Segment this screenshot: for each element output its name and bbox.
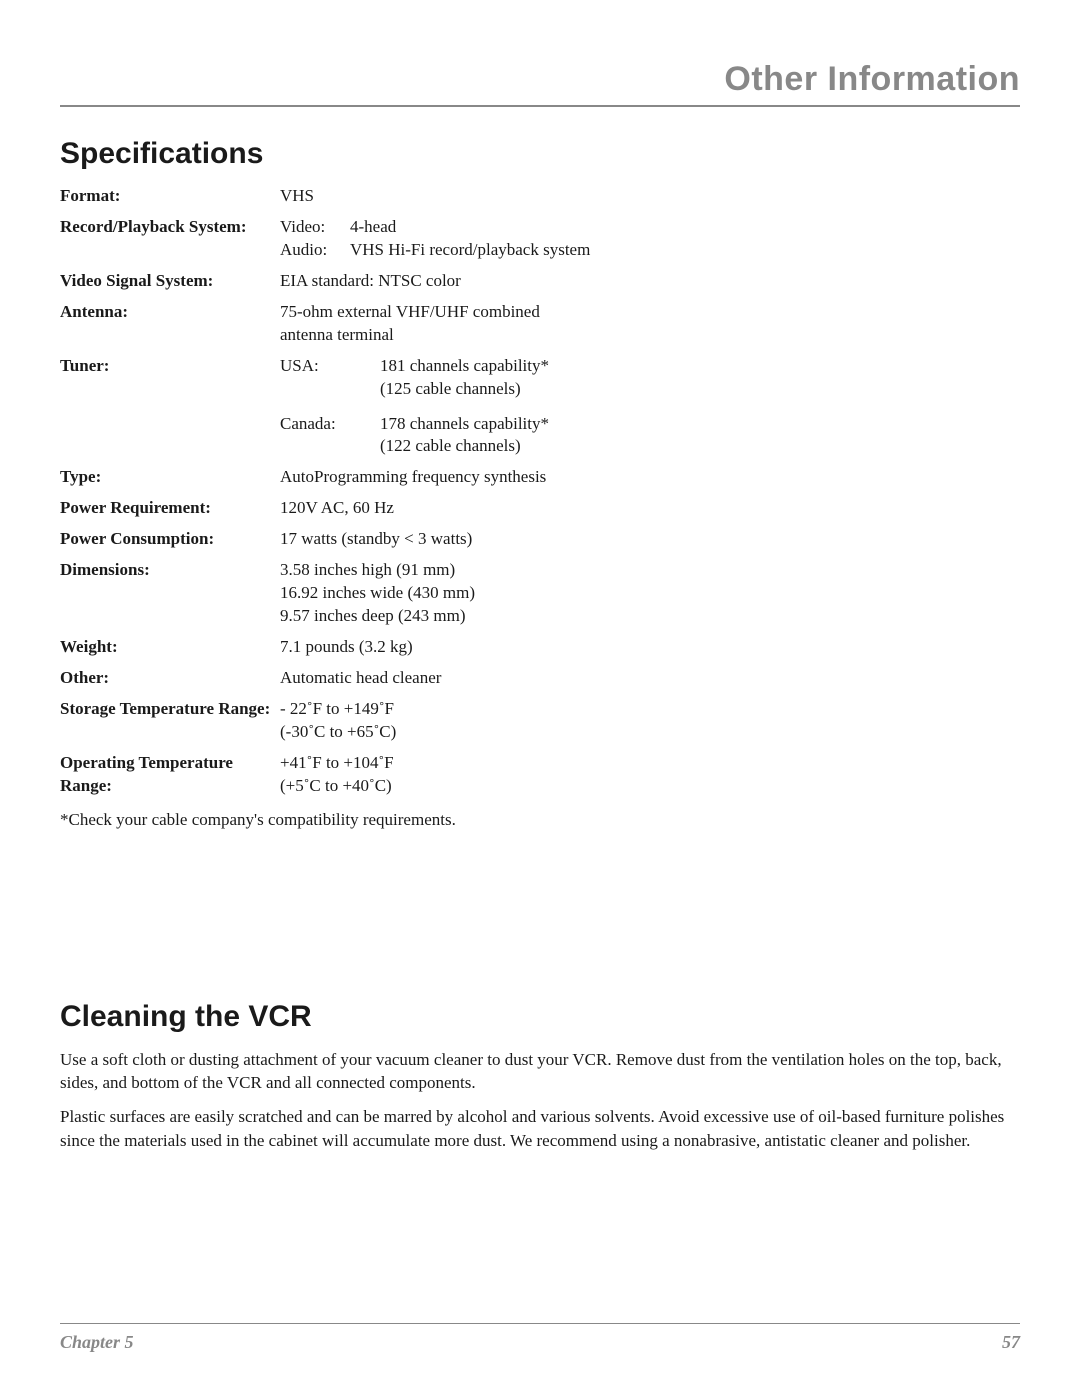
spec-footnote: *Check your cable company's compatibilit… — [60, 810, 1020, 830]
spec-value-line: 9.57 inches deep (243 mm) — [280, 605, 1020, 628]
spec-value: 75-ohm external VHF/UHF combined antenna… — [280, 301, 1020, 347]
spec-subkey: Audio: — [280, 239, 350, 262]
spec-value-line: +41˚F to +104˚F — [280, 752, 1020, 775]
spec-subvalue: 4-head — [350, 216, 396, 239]
spec-table: Format: VHS Record/Playback System: Vide… — [60, 185, 1020, 798]
spec-label: Tuner: — [60, 355, 280, 378]
spec-value: Video: 4-head Audio: VHS Hi-Fi record/pl… — [280, 216, 1020, 262]
spec-label: Operating Temperature Range: — [60, 752, 280, 798]
spec-row-other: Other: Automatic head cleaner — [60, 667, 1020, 690]
cleaning-paragraph: Plastic surfaces are easily scratched an… — [60, 1105, 1020, 1153]
cleaning-paragraph: Use a soft cloth or dusting attachment o… — [60, 1048, 1020, 1096]
spec-value-line: (-30˚C to +65˚C) — [280, 721, 1020, 744]
spec-label: Antenna: — [60, 301, 280, 324]
spec-row-type: Type: AutoProgramming frequency synthesi… — [60, 466, 1020, 489]
spec-label: Dimensions: — [60, 559, 280, 582]
footer-chapter: Chapter 5 — [60, 1332, 134, 1353]
spec-value: +41˚F to +104˚F (+5˚C to +40˚C) — [280, 752, 1020, 798]
spec-row-weight: Weight: 7.1 pounds (3.2 kg) — [60, 636, 1020, 659]
spec-label: Storage Temperature Range: — [60, 698, 280, 721]
spec-subkey: Video: — [280, 216, 350, 239]
spec-row-record-playback: Record/Playback System: Video: 4-head Au… — [60, 216, 1020, 262]
spec-row-tuner: Tuner: USA: 181 channels capability* (12… — [60, 355, 1020, 459]
spec-label: Record/Playback System: — [60, 216, 280, 239]
spec-label: Other: — [60, 667, 280, 690]
spec-value: - 22˚F to +149˚F (-30˚C to +65˚C) — [280, 698, 1020, 744]
spec-value: EIA standard: NTSC color — [280, 270, 1020, 293]
spec-value-line: (+5˚C to +40˚C) — [280, 775, 1020, 798]
specifications-section: Specifications Format: VHS Record/Playba… — [60, 137, 1020, 830]
spec-label: Format: — [60, 185, 280, 208]
spec-row-format: Format: VHS — [60, 185, 1020, 208]
spec-value-line: 16.92 inches wide (430 mm) — [280, 582, 1020, 605]
spec-value-line: 3.58 inches high (91 mm) — [280, 559, 1020, 582]
spec-value: 120V AC, 60 Hz — [280, 497, 1020, 520]
spec-row-antenna: Antenna: 75-ohm external VHF/UHF combine… — [60, 301, 1020, 347]
spec-label: Power Consumption: — [60, 528, 280, 551]
spec-row-power-con: Power Consumption: 17 watts (standby < 3… — [60, 528, 1020, 551]
spec-value-line: (125 cable channels) — [380, 378, 549, 401]
page-header-title: Other Information — [60, 60, 1020, 107]
spec-row-video-signal: Video Signal System: EIA standard: NTSC … — [60, 270, 1020, 293]
spec-value-line: - 22˚F to +149˚F — [280, 698, 1020, 721]
section-gap — [60, 830, 1020, 1000]
spec-value: AutoProgramming frequency synthesis — [280, 466, 1020, 489]
spec-subvalue: VHS Hi-Fi record/playback system — [350, 239, 590, 262]
spec-label: Type: — [60, 466, 280, 489]
spec-value-line: 178 channels capability* — [380, 413, 549, 436]
spec-label: Video Signal System: — [60, 270, 280, 293]
footer-page-number: 57 — [1002, 1332, 1020, 1353]
spec-label: Power Requirement: — [60, 497, 280, 520]
spec-value: VHS — [280, 185, 1020, 208]
spec-value-line: antenna terminal — [280, 324, 1020, 347]
specifications-heading: Specifications — [60, 137, 1020, 171]
spec-value-line: 75-ohm external VHF/UHF combined — [280, 301, 1020, 324]
spec-value: 7.1 pounds (3.2 kg) — [280, 636, 1020, 659]
spec-row-storage-temp: Storage Temperature Range: - 22˚F to +14… — [60, 698, 1020, 744]
spec-value: USA: 181 channels capability* (125 cable… — [280, 355, 1020, 459]
spec-row-dimensions: Dimensions: 3.58 inches high (91 mm) 16.… — [60, 559, 1020, 628]
cleaning-heading: Cleaning the VCR — [60, 1000, 1020, 1034]
spec-value-line: 181 channels capability* — [380, 355, 549, 378]
spec-subkey: Canada: — [280, 413, 380, 459]
spec-value: 17 watts (standby < 3 watts) — [280, 528, 1020, 551]
spec-row-power-req: Power Requirement: 120V AC, 60 Hz — [60, 497, 1020, 520]
page-footer: Chapter 5 57 — [60, 1323, 1020, 1353]
spec-label: Weight: — [60, 636, 280, 659]
spec-row-operating-temp: Operating Temperature Range: +41˚F to +1… — [60, 752, 1020, 798]
spec-value: 3.58 inches high (91 mm) 16.92 inches wi… — [280, 559, 1020, 628]
spec-value-line: (122 cable channels) — [380, 435, 549, 458]
spec-subkey: USA: — [280, 355, 380, 401]
cleaning-section: Cleaning the VCR Use a soft cloth or dus… — [60, 1000, 1020, 1153]
spec-value: Automatic head cleaner — [280, 667, 1020, 690]
